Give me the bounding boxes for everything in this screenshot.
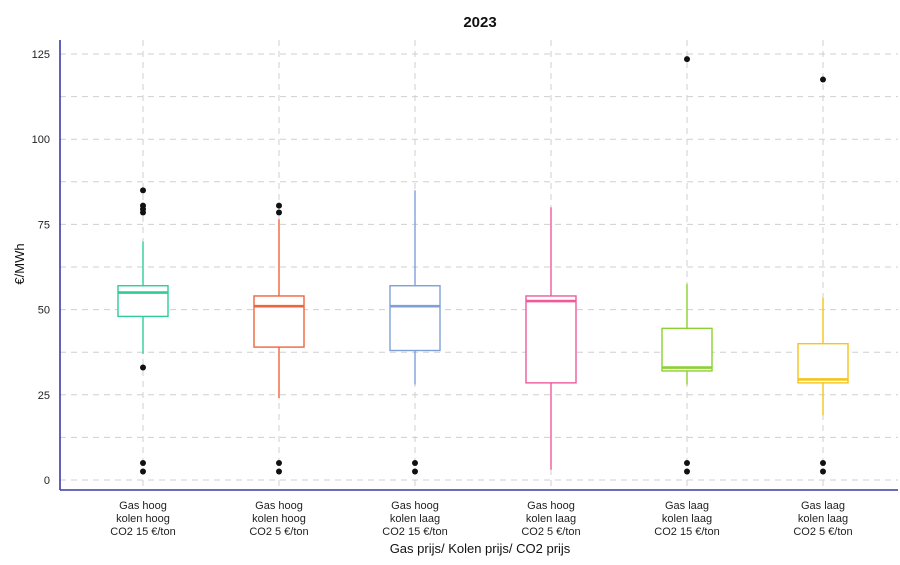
- x-tick-label: Gas laag kolen laag CO2 5 €/ton: [793, 500, 852, 538]
- chart-title: 2023: [463, 14, 496, 31]
- box: [117, 285, 169, 318]
- outlier-point: [276, 202, 282, 209]
- x-tick-label-line: CO2 15 €/ton: [382, 526, 447, 538]
- box-group: [661, 56, 713, 475]
- y-tick-label: 0: [44, 475, 50, 487]
- outlier-point: [276, 209, 282, 216]
- x-tick-label-line: Gas hoog: [255, 500, 303, 512]
- x-tick-label: Gas hoog kolen laag CO2 5 €/ton: [521, 500, 580, 538]
- outlier-point: [684, 56, 690, 63]
- outlier-point: [820, 76, 826, 83]
- y-tick-label: 25: [38, 390, 50, 402]
- x-tick-label-line: CO2 15 €/ton: [654, 526, 719, 538]
- outlier-point: [412, 459, 418, 466]
- y-tick-label: 100: [32, 134, 50, 146]
- x-tick-label-line: CO2 5 €/ton: [249, 526, 308, 538]
- x-tick-label: Gas hoog kolen hoog CO2 5 €/ton: [249, 500, 308, 538]
- outlier-point: [684, 459, 690, 466]
- x-tick-label-line: kolen hoog: [116, 513, 170, 525]
- outlier-point: [276, 468, 282, 475]
- x-tick-label-line: kolen laag: [526, 513, 576, 525]
- box-group: [525, 207, 577, 470]
- outlier-point: [820, 459, 826, 466]
- outlier-point: [140, 459, 146, 466]
- x-tick-label-line: kolen laag: [798, 513, 848, 525]
- x-tick-label-line: CO2 5 €/ton: [521, 526, 580, 538]
- x-tick-label-line: CO2 15 €/ton: [110, 526, 175, 538]
- outlier-point: [412, 468, 418, 475]
- box: [253, 295, 305, 348]
- x-tick-label-line: Gas hoog: [391, 500, 439, 512]
- box-group: [253, 202, 305, 475]
- box: [797, 342, 849, 384]
- y-tick-label: 125: [32, 49, 50, 61]
- x-tick-label-line: kolen laag: [662, 513, 712, 525]
- x-tick-label-line: Gas laag: [665, 500, 709, 512]
- x-tick-label-line: kolen hoog: [252, 513, 306, 525]
- x-tick-label: Gas laag kolen laag CO2 15 €/ton: [654, 500, 719, 538]
- x-tick-label-line: Gas laag: [801, 500, 845, 512]
- outlier-point: [140, 209, 146, 216]
- x-tick-label-line: kolen laag: [390, 513, 440, 525]
- outlier-point: [140, 468, 146, 475]
- outlier-point: [820, 468, 826, 475]
- x-tick-label: Gas hoog kolen hoog CO2 15 €/ton: [110, 500, 175, 538]
- outlier-point: [276, 459, 282, 466]
- y-tick-label: 75: [38, 219, 50, 231]
- box-group: [389, 190, 441, 475]
- y-axis-label: €/MWh: [12, 243, 27, 284]
- box: [661, 327, 713, 372]
- x-tick-label-line: CO2 5 €/ton: [793, 526, 852, 538]
- grid: [60, 40, 898, 490]
- box-group: [117, 187, 169, 475]
- x-tick-label: Gas hoog kolen laag CO2 15 €/ton: [382, 500, 447, 538]
- x-axis-label: Gas prijs/ Kolen prijs/ CO2 prijs: [390, 541, 571, 556]
- outlier-point: [140, 364, 146, 371]
- x-tick-label-line: Gas hoog: [119, 500, 167, 512]
- box-group: [797, 76, 849, 475]
- outlier-point: [140, 187, 146, 194]
- x-tick-label-line: Gas hoog: [527, 500, 575, 512]
- outlier-point: [684, 468, 690, 475]
- box: [525, 295, 577, 384]
- y-tick-label: 50: [38, 305, 50, 317]
- box: [389, 285, 441, 352]
- boxes: [117, 56, 849, 475]
